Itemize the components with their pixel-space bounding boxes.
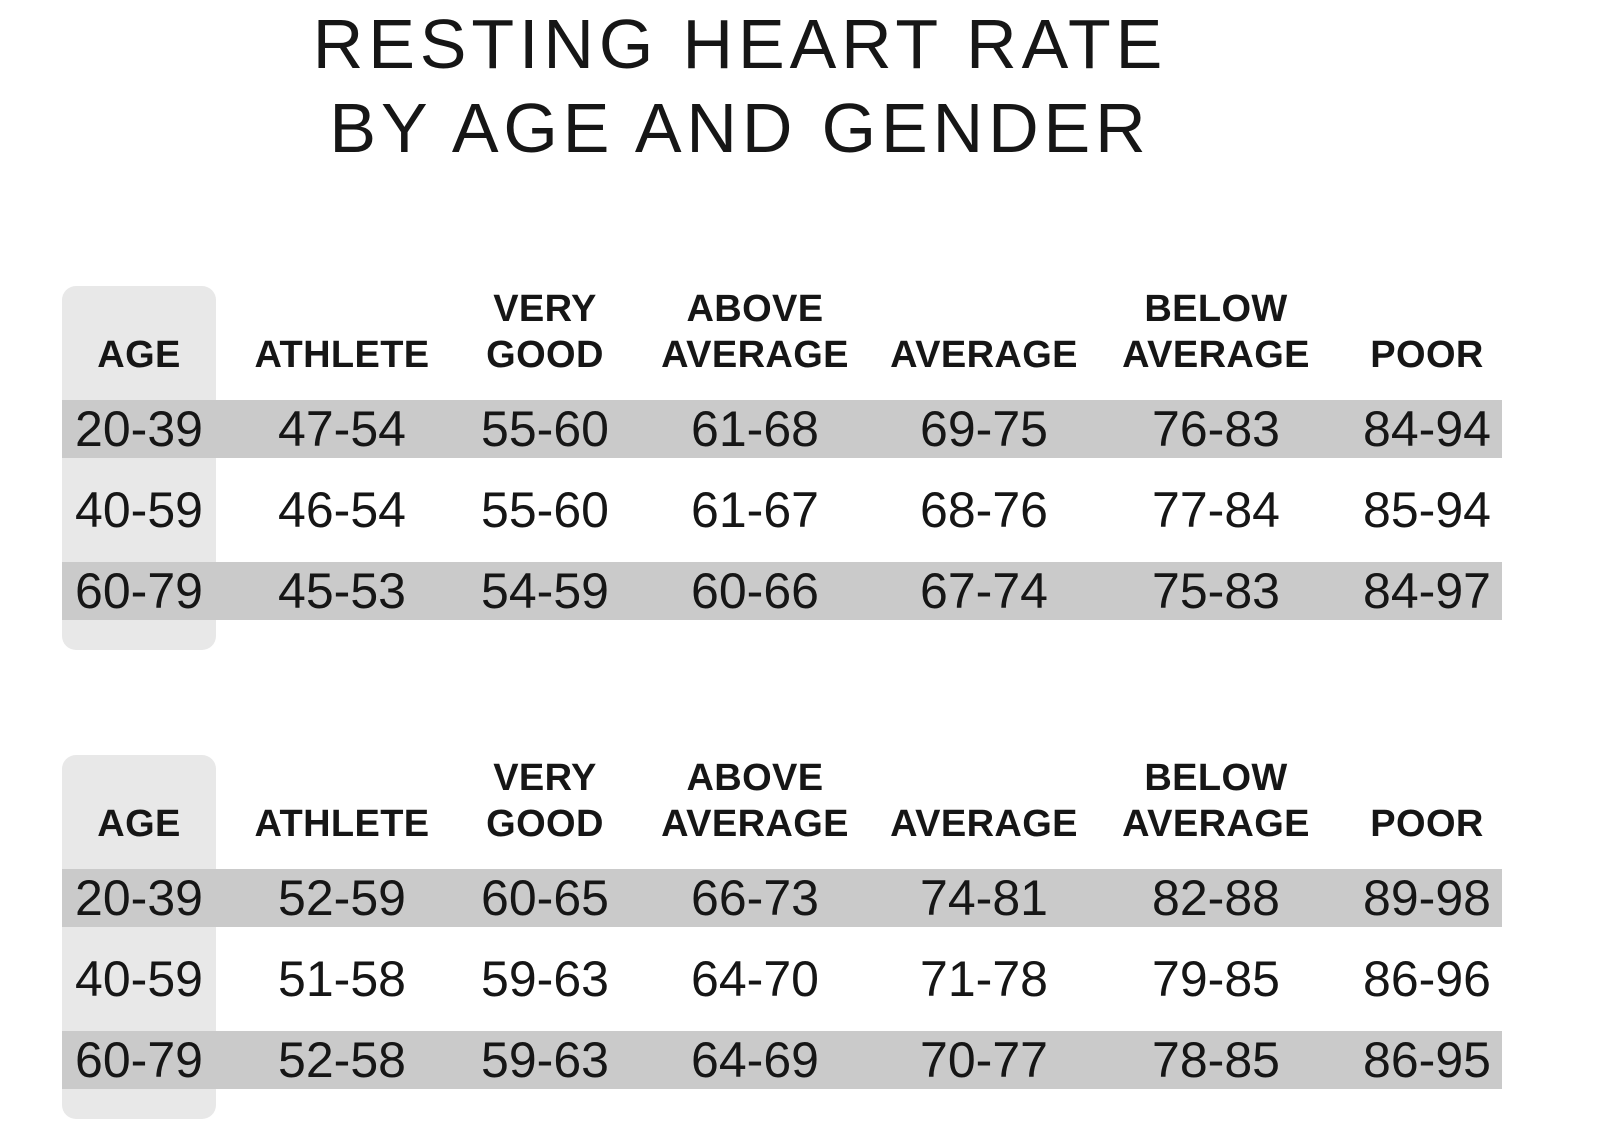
table-row: 60-79 45-53 54-59 60-66 67-74 75-83 84-9…: [62, 562, 1502, 620]
page-title-line1: RESTING HEART RATE: [312, 5, 1168, 83]
column-header-label: AVERAGE: [890, 803, 1078, 846]
table-cell-age: 20-39: [75, 401, 203, 457]
table-cell-age: 40-59: [75, 951, 203, 1007]
table-row: 40-59 46-54 55-60 61-67 68-76 77-84 85-9…: [62, 481, 1502, 539]
column-header-poor: POOR: [1352, 286, 1502, 417]
column-header-average: AVERAGE: [888, 286, 1080, 417]
table-row: 60-79 52-58 59-63 64-69 70-77 78-85 86-9…: [62, 1031, 1502, 1089]
column-header-age: AGE: [62, 286, 216, 417]
column-header-label: VERY GOOD: [486, 757, 604, 846]
rhr-table-2: AGE ATHLETE VERY GOOD ABOVE AVERAGE AVER…: [62, 755, 1502, 1119]
header-row: AGE ATHLETE VERY GOOD ABOVE AVERAGE AVER…: [62, 286, 1502, 400]
table-cell: 68-76: [920, 482, 1048, 538]
table-cell-age: 20-39: [75, 870, 203, 926]
column-header-above-average: ABOVE AVERAGE: [622, 286, 888, 417]
column-header-below-average: BELOW AVERAGE: [1080, 755, 1352, 886]
table-cell-age: 60-79: [75, 1032, 203, 1088]
table-cell: 52-58: [278, 1032, 406, 1088]
table-cell: 61-68: [691, 401, 819, 457]
column-header-above-average: ABOVE AVERAGE: [622, 755, 888, 886]
table-cell: 66-73: [691, 870, 819, 926]
table-cell: 76-83: [1152, 401, 1280, 457]
table-cell: 84-94: [1363, 401, 1491, 457]
page-title-line2: BY AGE AND GENDER: [329, 89, 1151, 167]
column-header-label: AVERAGE: [890, 334, 1078, 377]
table-cell-age: 40-59: [75, 482, 203, 538]
column-header-athlete: ATHLETE: [216, 286, 468, 417]
table-cell: 75-83: [1152, 563, 1280, 619]
column-header-label: ABOVE AVERAGE: [661, 288, 849, 377]
column-header-label: VERY GOOD: [486, 288, 604, 377]
column-header-label: ATHLETE: [254, 334, 430, 377]
column-header-average: AVERAGE: [888, 755, 1080, 886]
table-cell: 69-75: [920, 401, 1048, 457]
table-cell: 55-60: [481, 482, 609, 538]
table-cell-age: 60-79: [75, 563, 203, 619]
table-cell: 64-70: [691, 951, 819, 1007]
table-cell: 60-66: [691, 563, 819, 619]
table-cell: 61-67: [691, 482, 819, 538]
column-header-poor: POOR: [1352, 755, 1502, 886]
table-cell: 89-98: [1363, 870, 1491, 926]
table-cell: 52-59: [278, 870, 406, 926]
column-header-label: ABOVE AVERAGE: [661, 757, 849, 846]
column-header-very-good: VERY GOOD: [468, 286, 622, 417]
table-cell: 64-69: [691, 1032, 819, 1088]
table-cell: 45-53: [278, 563, 406, 619]
table-row: 20-39 47-54 55-60 61-68 69-75 76-83 84-9…: [62, 400, 1502, 458]
table-cell: 86-96: [1363, 951, 1491, 1007]
table-cell: 67-74: [920, 563, 1048, 619]
column-header-label: BELOW AVERAGE: [1122, 288, 1310, 377]
table-row: 20-39 52-59 60-65 66-73 74-81 82-88 89-9…: [62, 869, 1502, 927]
table-cell: 60-65: [481, 870, 609, 926]
table-cell: 70-77: [920, 1032, 1048, 1088]
column-header-label: AGE: [97, 803, 181, 846]
table-cell: 84-97: [1363, 563, 1491, 619]
table-cell: 47-54: [278, 401, 406, 457]
rhr-table-1: AGE ATHLETE VERY GOOD ABOVE AVERAGE AVER…: [62, 286, 1502, 650]
page-title: RESTING HEART RATE BY AGE AND GENDER: [0, 2, 1480, 170]
table-cell: 82-88: [1152, 870, 1280, 926]
column-header-label: ATHLETE: [254, 803, 430, 846]
column-header-very-good: VERY GOOD: [468, 755, 622, 886]
table-cell: 59-63: [481, 1032, 609, 1088]
table-cell: 86-95: [1363, 1032, 1491, 1088]
column-header-athlete: ATHLETE: [216, 755, 468, 886]
table-cell: 74-81: [920, 870, 1048, 926]
table-row: 40-59 51-58 59-63 64-70 71-78 79-85 86-9…: [62, 950, 1502, 1008]
column-header-age: AGE: [62, 755, 216, 886]
column-header-label: POOR: [1370, 334, 1484, 377]
header-row: AGE ATHLETE VERY GOOD ABOVE AVERAGE AVER…: [62, 755, 1502, 869]
table-cell: 85-94: [1363, 482, 1491, 538]
table-cell: 71-78: [920, 951, 1048, 1007]
table-cell: 46-54: [278, 482, 406, 538]
table-cell: 51-58: [278, 951, 406, 1007]
table-cell: 54-59: [481, 563, 609, 619]
table-cell: 77-84: [1152, 482, 1280, 538]
column-header-label: POOR: [1370, 803, 1484, 846]
table-cell: 55-60: [481, 401, 609, 457]
column-header-below-average: BELOW AVERAGE: [1080, 286, 1352, 417]
table-cell: 78-85: [1152, 1032, 1280, 1088]
column-header-label: BELOW AVERAGE: [1122, 757, 1310, 846]
table-cell: 59-63: [481, 951, 609, 1007]
column-header-label: AGE: [97, 334, 181, 377]
table-cell: 79-85: [1152, 951, 1280, 1007]
